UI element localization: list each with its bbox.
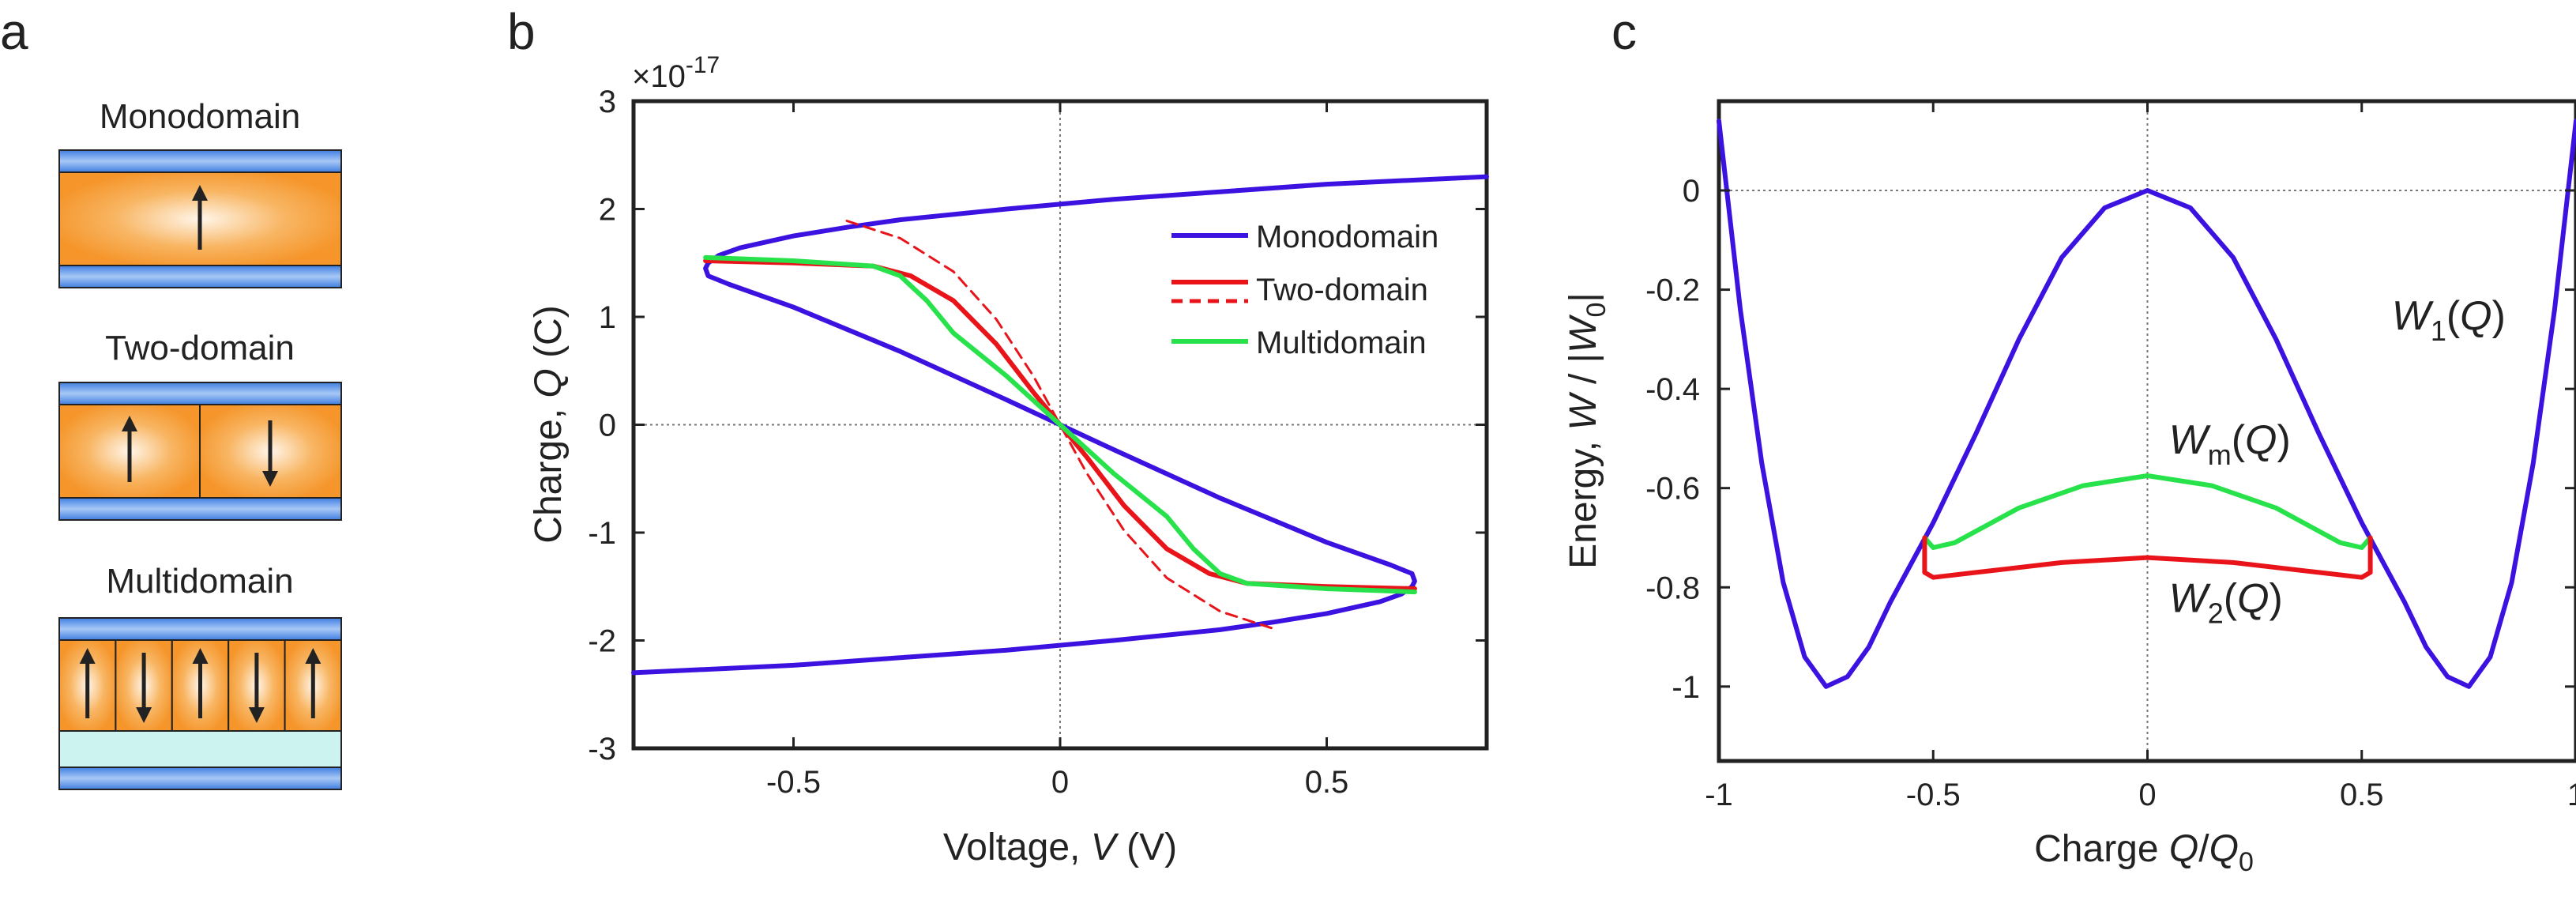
y-tick-label: -3 bbox=[588, 732, 616, 767]
panel-b-xlabel: Voltage, V (V) bbox=[943, 827, 1177, 868]
panel-c-xlabel: Charge Q/Q0 bbox=[2034, 828, 2254, 877]
panel-letter-a: a bbox=[0, 3, 28, 60]
legend-two-label: Two-domain bbox=[1256, 273, 1428, 307]
panel-b-legend: Monodomain Two-domain Multidomain bbox=[1171, 220, 1438, 360]
y-tick-label: -1 bbox=[588, 516, 616, 551]
panel-b-ylabel: Charge, Q (C) bbox=[528, 305, 570, 543]
two-bottom-electrode bbox=[58, 497, 342, 521]
series-multidomain-line bbox=[703, 254, 1417, 595]
legend-mono-label: Monodomain bbox=[1256, 220, 1438, 254]
two-top-electrode bbox=[58, 382, 342, 405]
series-w1-q-line bbox=[1717, 119, 2576, 689]
annotation-w2-label: W2(Q) bbox=[2169, 576, 2283, 630]
y-tick-label: -2 bbox=[588, 624, 616, 659]
x-tick-label: 0 bbox=[2138, 778, 2156, 812]
mono-bottom-electrode bbox=[58, 265, 342, 288]
y-tick-label: -0.6 bbox=[1645, 472, 1700, 507]
series-wm-q-line bbox=[1922, 473, 2373, 550]
panel-b-y-multiplier: ×10-17 bbox=[632, 52, 720, 94]
multi-top-electrode bbox=[58, 617, 342, 641]
multi-bottom-electrode bbox=[58, 767, 342, 790]
x-tick-label: -1 bbox=[1705, 778, 1733, 812]
annotation-w1-label: W1(Q) bbox=[2392, 293, 2506, 347]
multi-dead-layer bbox=[58, 730, 342, 768]
x-tick-label: 0.5 bbox=[2340, 778, 2384, 812]
x-tick-label: 0.5 bbox=[1305, 765, 1349, 800]
multi-domains bbox=[58, 639, 343, 732]
panel-letter-c: c bbox=[1611, 3, 1637, 60]
x-tick-label: -0.5 bbox=[1906, 778, 1961, 812]
two-domain-title: Two-domain bbox=[105, 329, 295, 367]
y-tick-label: -1 bbox=[1672, 670, 1700, 705]
panel-letter-b: b bbox=[507, 3, 536, 60]
panel-b-chart: -0.5 0 0.5 3 2 1 0 -1 -2 -3 ×10-17 Voltage, V (V)… bbox=[528, 52, 1489, 868]
y-tick-label: -0.8 bbox=[1645, 571, 1700, 605]
panel-c-ylabel: Energy, W / |W0| bbox=[1563, 292, 1611, 569]
panel-a-schematics: Monodomain Two-domain Multidomain bbox=[58, 97, 343, 790]
monodomain-title: Monodomain bbox=[100, 97, 300, 136]
y-tick-label: 3 bbox=[599, 85, 616, 119]
panel-c-chart: -1 -0.5 0 0.5 1 0 -0.2 -0.4 -0.6 -0.8 -1 W1(Q) Wm(Q… bbox=[1563, 99, 2576, 877]
x-tick-label: -0.5 bbox=[766, 765, 821, 800]
mono-top-electrode bbox=[58, 149, 342, 173]
y-tick-label: 1 bbox=[599, 300, 616, 335]
y-tick-label: 0 bbox=[599, 409, 616, 443]
y-tick-label: -0.2 bbox=[1645, 273, 1700, 308]
x-tick-label: 1 bbox=[2567, 778, 2576, 812]
x-tick-label: 0 bbox=[1051, 765, 1069, 800]
y-tick-label: 0 bbox=[1683, 174, 1700, 209]
series-two-domain-dashed-line bbox=[845, 220, 1275, 630]
annotation-wm-label: Wm(Q) bbox=[2169, 417, 2291, 471]
series-w2-q-line bbox=[1922, 535, 2373, 580]
y-tick-label: -0.4 bbox=[1645, 372, 1700, 407]
y-tick-label: 2 bbox=[599, 193, 616, 228]
legend-multi-label: Multidomain bbox=[1256, 326, 1427, 360]
multidomain-title: Multidomain bbox=[106, 562, 293, 601]
